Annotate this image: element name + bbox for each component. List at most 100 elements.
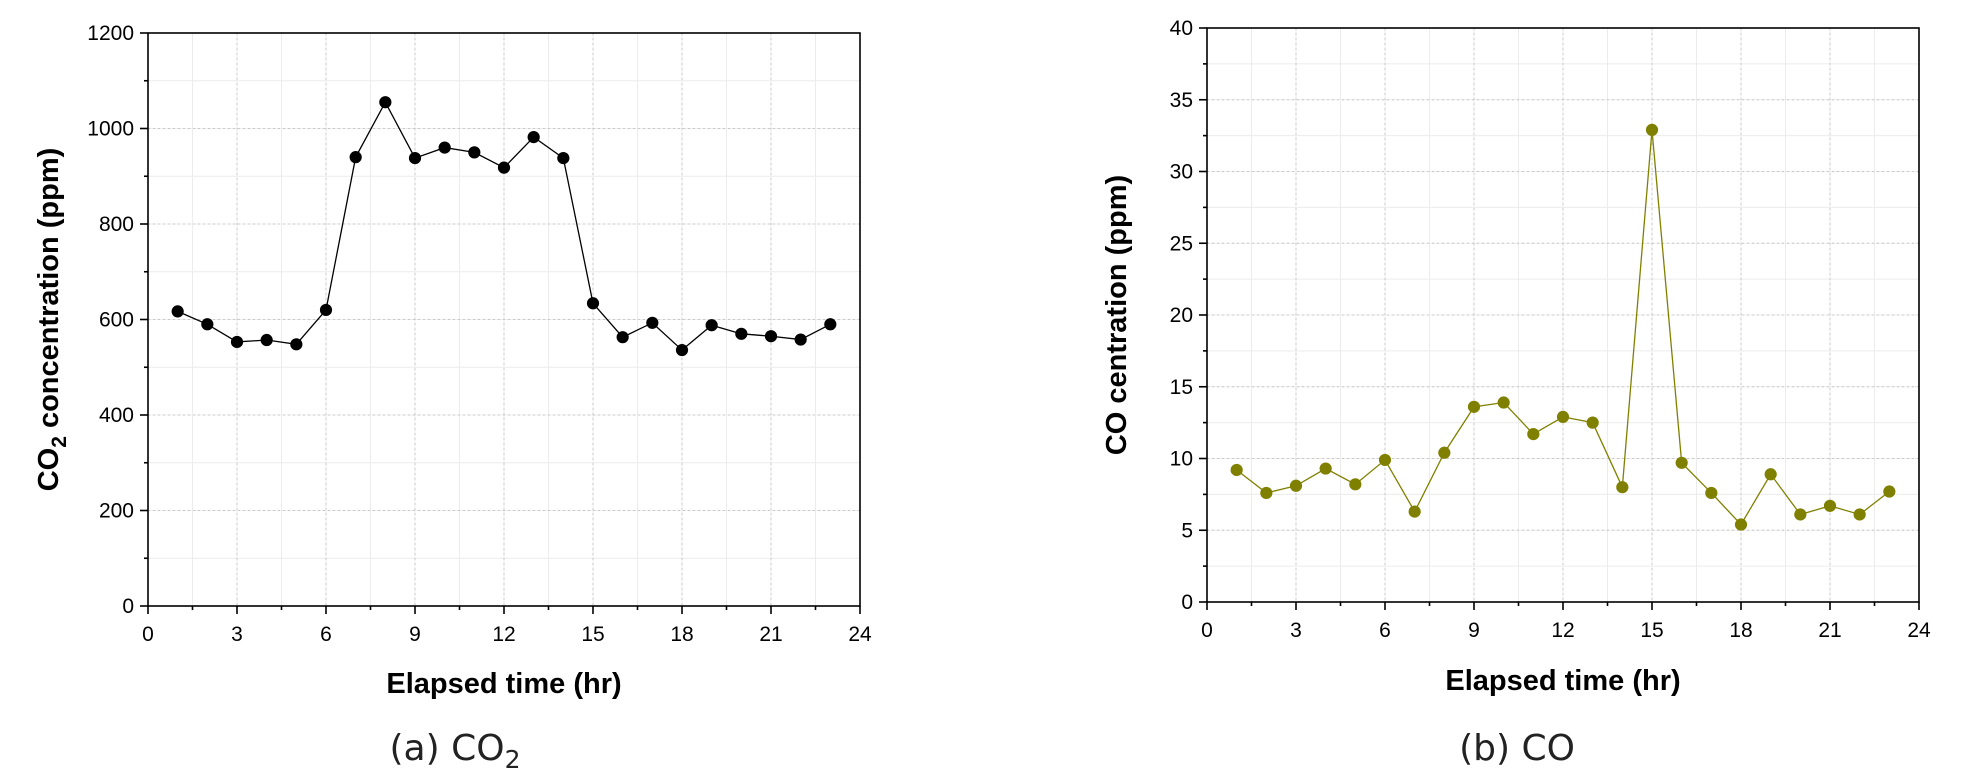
co-data-point	[1556, 410, 1570, 423]
co-data-point	[1823, 499, 1837, 512]
co-data-point	[1883, 485, 1896, 498]
x-tick-label: 12	[1551, 619, 1574, 642]
co-plot-frame	[1206, 27, 1920, 603]
co2-data-point	[675, 343, 689, 357]
co-caption: (b) CO	[1459, 728, 1575, 769]
co2-caption-main: (a) CO	[390, 728, 505, 769]
co-data-point	[1705, 486, 1718, 500]
x-tick-label: 3	[231, 623, 243, 646]
x-tick-label: 12	[492, 623, 515, 646]
co-data-point	[1438, 446, 1451, 459]
co-data-point	[1645, 123, 1659, 136]
y-tick-label: 40	[1170, 17, 1193, 40]
co-data-point	[1675, 456, 1688, 469]
co2-data-point	[705, 319, 718, 332]
co2-plot-frame	[147, 32, 861, 607]
co2-data-point	[319, 303, 333, 317]
co2-data-point	[557, 152, 570, 165]
y-tick-label: 0	[1181, 591, 1193, 614]
co2-data-point	[468, 146, 481, 159]
co2-y-label-rest: concentration (ppm)	[33, 148, 65, 436]
co2-tick-labels: 0 3 6 9 12 15 18 21 24 0 200 400 600 800 1000 1200	[87, 22, 872, 646]
y-tick-label: 30	[1170, 161, 1193, 184]
chart-co: 0 3 6 9 12 15 18 21 24 0 5 10 15 20 25 30 35 40 Elapsed t…	[1101, 17, 1931, 769]
co-data-points	[1230, 123, 1896, 531]
y-tick-label: 800	[99, 213, 134, 236]
y-tick-label: 20	[1170, 304, 1193, 327]
co2-data-point	[586, 297, 600, 310]
co2-data-point	[824, 318, 837, 331]
x-tick-label: 0	[142, 623, 154, 646]
co2-data-point	[349, 151, 362, 164]
y-tick-label: 10	[1170, 448, 1193, 471]
co2-axis-ticks	[140, 32, 861, 614]
co2-gridlines	[147, 32, 861, 607]
y-tick-label: 5	[1181, 519, 1193, 542]
x-tick-label: 9	[1468, 619, 1480, 642]
co2-caption-subscript: 2	[505, 745, 521, 774]
x-tick-label: 21	[759, 623, 782, 646]
co-data-point	[1467, 400, 1481, 413]
co2-data-point	[438, 141, 451, 154]
x-tick-label: 0	[1201, 619, 1213, 642]
x-tick-label: 15	[581, 623, 604, 646]
co-data-point	[1289, 479, 1303, 492]
co-data-point	[1853, 508, 1866, 521]
co-data-point	[1527, 428, 1540, 441]
co-x-axis-label: Elapsed time (hr)	[1445, 665, 1680, 697]
co2-data-point	[616, 331, 629, 344]
co2-data-point	[527, 130, 540, 144]
x-tick-label: 24	[1907, 619, 1931, 642]
co-data-point	[1408, 505, 1421, 518]
x-tick-label: 6	[1379, 619, 1391, 642]
co2-data-point	[260, 333, 273, 347]
y-tick-label: 1000	[87, 118, 134, 141]
x-tick-label: 18	[670, 623, 693, 646]
co2-data-point	[497, 161, 511, 174]
y-tick-label: 35	[1170, 89, 1193, 112]
co2-y-label-subscript: 2	[48, 436, 71, 448]
chart-co2: 0 3 6 9 12 15 18 21 24 0 200 400 600 800 1000 1200 Elap…	[33, 22, 872, 774]
y-tick-label: 400	[99, 404, 134, 427]
co-data-point	[1260, 486, 1273, 500]
co2-data-point	[764, 330, 778, 343]
co-data-point	[1616, 481, 1629, 494]
co2-data-point	[794, 333, 807, 346]
co2-data-point	[646, 316, 659, 329]
co2-data-point	[201, 318, 214, 331]
co2-data-point	[171, 305, 184, 318]
x-tick-label: 24	[848, 623, 872, 646]
co-y-axis-label: CO centration (ppm)	[1101, 175, 1133, 455]
co2-data-points	[171, 96, 837, 357]
x-tick-label: 21	[1818, 619, 1841, 642]
co-data-point	[1794, 508, 1807, 521]
co-gridlines	[1206, 27, 1920, 603]
x-tick-label: 15	[1640, 619, 1663, 642]
co-tick-labels: 0 3 6 9 12 15 18 21 24 0 5 10 15 20 25 30 35 40	[1170, 17, 1931, 642]
co2-data-point	[379, 96, 392, 109]
co-data-point	[1497, 396, 1510, 409]
x-tick-label: 9	[409, 623, 421, 646]
co2-x-axis-label: Elapsed time (hr)	[386, 668, 621, 700]
co2-y-axis-label: CO2 concentration (ppm)	[33, 148, 71, 492]
co-axis-ticks	[1199, 27, 1920, 610]
x-tick-label: 18	[1729, 619, 1752, 642]
co2-data-point	[408, 152, 422, 165]
co2-caption: (a) CO2	[390, 728, 521, 774]
x-tick-label: 6	[320, 623, 332, 646]
co-data-point	[1378, 453, 1392, 467]
y-tick-label: 25	[1170, 232, 1193, 255]
co-data-point	[1764, 468, 1777, 481]
y-tick-label: 200	[99, 500, 134, 523]
y-tick-label: 600	[99, 309, 134, 332]
co-data-point	[1734, 518, 1748, 531]
co-data-point	[1586, 416, 1599, 429]
co-data-point	[1319, 462, 1332, 475]
co2-data-point	[230, 335, 244, 349]
x-tick-label: 3	[1290, 619, 1302, 642]
co2-y-label-main: CO	[33, 448, 65, 492]
co-data-point	[1349, 478, 1362, 491]
y-tick-label: 0	[122, 595, 134, 618]
co2-data-point	[290, 338, 303, 351]
